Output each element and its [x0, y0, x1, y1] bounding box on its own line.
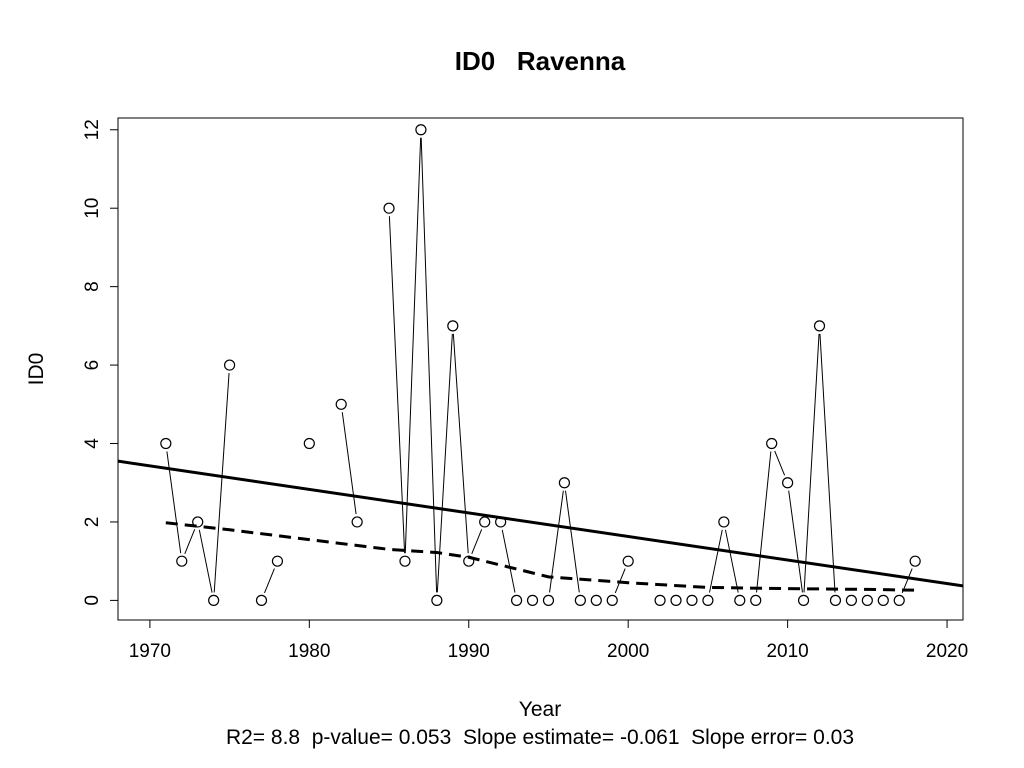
data-point	[431, 594, 443, 606]
data-point	[208, 594, 220, 606]
y-tick-label: 0	[82, 595, 103, 606]
data-segment	[420, 137, 438, 593]
plot-frame	[117, 117, 964, 621]
data-segment	[709, 529, 723, 593]
data-point	[734, 594, 746, 606]
trend-line	[118, 459, 963, 588]
data-segment	[788, 490, 803, 593]
data-point	[335, 398, 347, 410]
data-point	[447, 320, 459, 332]
data-point	[606, 594, 618, 606]
x-tick-label: 2010	[766, 641, 808, 662]
data-segment	[774, 450, 786, 476]
data-point	[877, 594, 889, 606]
data-point	[510, 594, 523, 606]
y-tick-label: 4	[82, 438, 103, 449]
y-tick-label: 6	[82, 360, 103, 371]
x-tick-label: 1990	[448, 641, 490, 662]
data-point	[558, 477, 571, 489]
y-axis: 0 2 4 6 8 10 12	[82, 119, 118, 606]
data-segment	[404, 137, 422, 554]
data-point	[526, 594, 539, 606]
x-tick-label: 2000	[607, 641, 649, 662]
data-point	[415, 124, 427, 136]
data-point	[271, 555, 284, 567]
data-point	[829, 594, 842, 606]
data-segment	[564, 490, 580, 593]
data-point	[861, 594, 873, 606]
data-point	[255, 594, 268, 606]
data-segment	[471, 529, 483, 554]
y-axis-label: ID0	[25, 353, 48, 386]
y-tick-label: 12	[82, 119, 103, 140]
x-tick-label: 1970	[129, 641, 171, 662]
data-point	[303, 437, 315, 450]
data-point	[813, 320, 826, 332]
data-segment	[819, 333, 836, 593]
data-segment	[452, 333, 469, 554]
data-point	[893, 594, 905, 606]
data-point	[383, 202, 395, 214]
data-segment	[803, 333, 820, 593]
smooth-line	[165, 521, 916, 592]
data-point	[542, 594, 555, 606]
data-point	[176, 555, 188, 567]
data-point	[574, 594, 586, 606]
x-tick-label: 1980	[288, 641, 330, 662]
data-point	[670, 594, 682, 606]
data-segment	[184, 529, 196, 554]
chart-title: ID0 Ravenna	[455, 46, 626, 76]
x-axis: 1970 1980 1990 2000 2010 2020	[129, 620, 968, 662]
data-point	[766, 437, 778, 450]
data-segment	[166, 451, 182, 554]
data-segment	[341, 412, 357, 515]
data-segment	[388, 216, 406, 554]
data-point	[782, 477, 794, 489]
data-segment	[724, 529, 739, 593]
data-point	[654, 594, 666, 606]
stats-footnote: R2= 8.8 p-value= 0.053 Slope estimate= -…	[226, 726, 854, 749]
data-point	[479, 516, 491, 528]
data-point	[718, 516, 730, 528]
data-point	[399, 555, 411, 567]
data-point	[160, 437, 172, 450]
data-point	[622, 555, 634, 567]
data-segment	[264, 568, 275, 594]
data-point	[797, 594, 810, 606]
data-point	[351, 516, 363, 528]
y-tick-label: 10	[82, 198, 103, 219]
data-point	[192, 516, 204, 528]
data-point	[750, 594, 762, 606]
data-segment	[198, 529, 213, 593]
data-point	[845, 594, 857, 606]
data-point	[224, 359, 236, 371]
data-segment	[501, 529, 516, 593]
data-point	[909, 555, 921, 567]
y-tick-label: 8	[82, 281, 103, 292]
series-layer	[118, 124, 963, 606]
x-axis-label: Year	[519, 698, 561, 721]
data-segment	[213, 373, 230, 593]
y-tick-label: 2	[82, 517, 103, 528]
data-point	[590, 594, 602, 606]
data-point	[686, 594, 698, 606]
data-segment	[436, 333, 453, 593]
data-segment	[549, 490, 564, 593]
data-point	[702, 594, 714, 606]
x-tick-label: 2020	[926, 641, 968, 662]
data-segment	[756, 451, 772, 593]
